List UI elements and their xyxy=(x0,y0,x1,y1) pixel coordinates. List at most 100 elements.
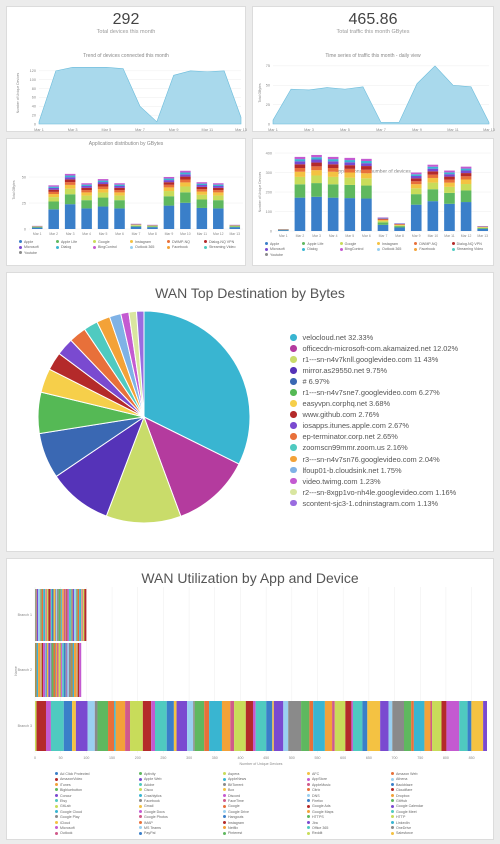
bar-segment xyxy=(50,643,51,697)
legend-swatch xyxy=(167,240,170,244)
bar-segment xyxy=(344,165,356,169)
bar-segment xyxy=(114,183,125,185)
legend-swatch xyxy=(223,799,226,803)
legend-swatch xyxy=(391,799,394,803)
bar-segment xyxy=(410,176,422,179)
bar-segment xyxy=(38,643,41,697)
y-tick-label: Branch 1 xyxy=(18,613,32,617)
apps-by-devices-chart: 0 100 200 300 400 Mar 1 Mar 2 Mar 3 Mar 4 Mar 5 Ma… xyxy=(258,151,491,238)
bar-segment xyxy=(180,202,191,229)
bar-segment xyxy=(361,173,372,179)
legend-entry: AppleMusic xyxy=(307,783,391,787)
legend-entry: AppStore xyxy=(307,777,391,781)
bar-segment xyxy=(41,589,44,641)
legend-entry: Discord xyxy=(223,794,307,798)
y-tick-label: 25 xyxy=(266,103,270,107)
x-tick-label: 700 xyxy=(392,756,398,760)
bar-segment xyxy=(311,162,322,167)
legend-label: r3---sn-n4v7sn76.googlevideo.com 2.04% xyxy=(302,454,440,464)
legend-entry: video.twimg.com 1.23% xyxy=(290,476,458,487)
total-devices-value: 292 xyxy=(112,11,140,28)
bar-segment xyxy=(97,206,109,229)
bar-segment xyxy=(311,183,322,197)
legend-swatch xyxy=(223,826,226,830)
bar-segment xyxy=(70,589,72,641)
bar-segment xyxy=(64,188,76,195)
legend-swatch xyxy=(19,245,22,249)
bar-segment xyxy=(309,701,314,751)
bar-segment xyxy=(36,643,39,697)
legend-swatch xyxy=(55,788,58,792)
bar-segment xyxy=(81,195,92,201)
bar-segment xyxy=(87,701,95,751)
legend-entry: Facebook xyxy=(139,799,223,803)
bar-segment xyxy=(196,191,208,195)
bar-segment xyxy=(460,202,472,231)
bar-segment xyxy=(221,701,231,751)
legend-swatch xyxy=(139,777,142,781)
bar-segment xyxy=(57,643,59,697)
y-tick-label: 25 xyxy=(22,201,26,205)
bar-segment xyxy=(63,589,66,641)
bar-segment xyxy=(166,701,174,751)
legend-entry: Facebook xyxy=(167,245,204,249)
bar-segment xyxy=(64,182,76,185)
legend-entry: AmazonVideo xyxy=(55,777,139,781)
legend-label: video.twimg.com 1.23% xyxy=(302,476,381,486)
bar-segment xyxy=(61,589,63,641)
legend-label: zoomscn99mmr.zoom.us 2.16% xyxy=(302,443,408,453)
bar-segment xyxy=(410,181,422,185)
legend-entry: Google Docs xyxy=(139,810,223,814)
legend-swatch xyxy=(307,783,310,787)
bar-segment xyxy=(31,227,43,228)
y-tick-label: 0 xyxy=(268,122,270,126)
x-tick-label: 400 xyxy=(237,756,243,760)
bar-segment xyxy=(48,201,59,210)
x-tick-label: Mar 13 xyxy=(483,128,495,132)
bar-segment xyxy=(67,643,69,697)
x-tick-label: Mar 6 xyxy=(362,234,371,238)
legend-swatch xyxy=(290,499,297,507)
legend-swatch xyxy=(55,799,58,803)
bar-segment xyxy=(40,589,42,641)
bar-segment xyxy=(51,643,54,697)
bar-segment xyxy=(361,169,372,174)
bar-segment xyxy=(272,701,274,751)
bar-segment xyxy=(56,643,58,697)
x-tick-label: 200 xyxy=(135,756,141,760)
legend-entry: Office 365 xyxy=(307,826,391,830)
legend-swatch xyxy=(391,783,394,787)
x-tick-label: 650 xyxy=(366,756,372,760)
bar-segment xyxy=(294,176,306,185)
bar-segment xyxy=(72,643,75,697)
x-tick-label: 300 xyxy=(186,756,192,760)
bar-segment xyxy=(410,194,422,205)
bar-segment xyxy=(311,157,322,160)
y-tick-label: 60 xyxy=(32,96,36,100)
bar-segment xyxy=(301,701,310,751)
bar-segment xyxy=(76,643,77,697)
bar-segment xyxy=(444,176,455,180)
apps-by-devices-panel: Applications by number of devices 0 100 20… xyxy=(252,138,494,266)
stat-card-traffic: 465.86 Total traffic this month GBytes T… xyxy=(252,6,495,132)
bar-segment xyxy=(187,701,194,751)
bar-segment xyxy=(81,183,92,185)
legend-swatch xyxy=(307,820,310,824)
bar-segment xyxy=(114,208,125,229)
bar-segment xyxy=(81,185,92,188)
legend-entry: Dialog-NQ VPN xyxy=(451,242,489,246)
legend-label: scontent-sjc3-1.cdninstagram.com 1.13% xyxy=(302,498,439,508)
legend-entry: Google Meet xyxy=(391,810,475,814)
legend-label: lfoup01-b.cloudsink.net 1.75% xyxy=(302,465,402,475)
bar-segment xyxy=(163,178,175,181)
bar-segment xyxy=(84,589,87,641)
bar-segment xyxy=(64,175,76,178)
bar-segment xyxy=(311,196,322,231)
bar-segment xyxy=(196,185,208,187)
bar-segment xyxy=(441,701,447,751)
legend-swatch xyxy=(307,804,310,808)
legend-swatch xyxy=(55,783,58,787)
bar-segment xyxy=(50,643,52,697)
bar-segment xyxy=(327,156,339,160)
legend-entry: DWMP-NQ xyxy=(414,242,451,246)
